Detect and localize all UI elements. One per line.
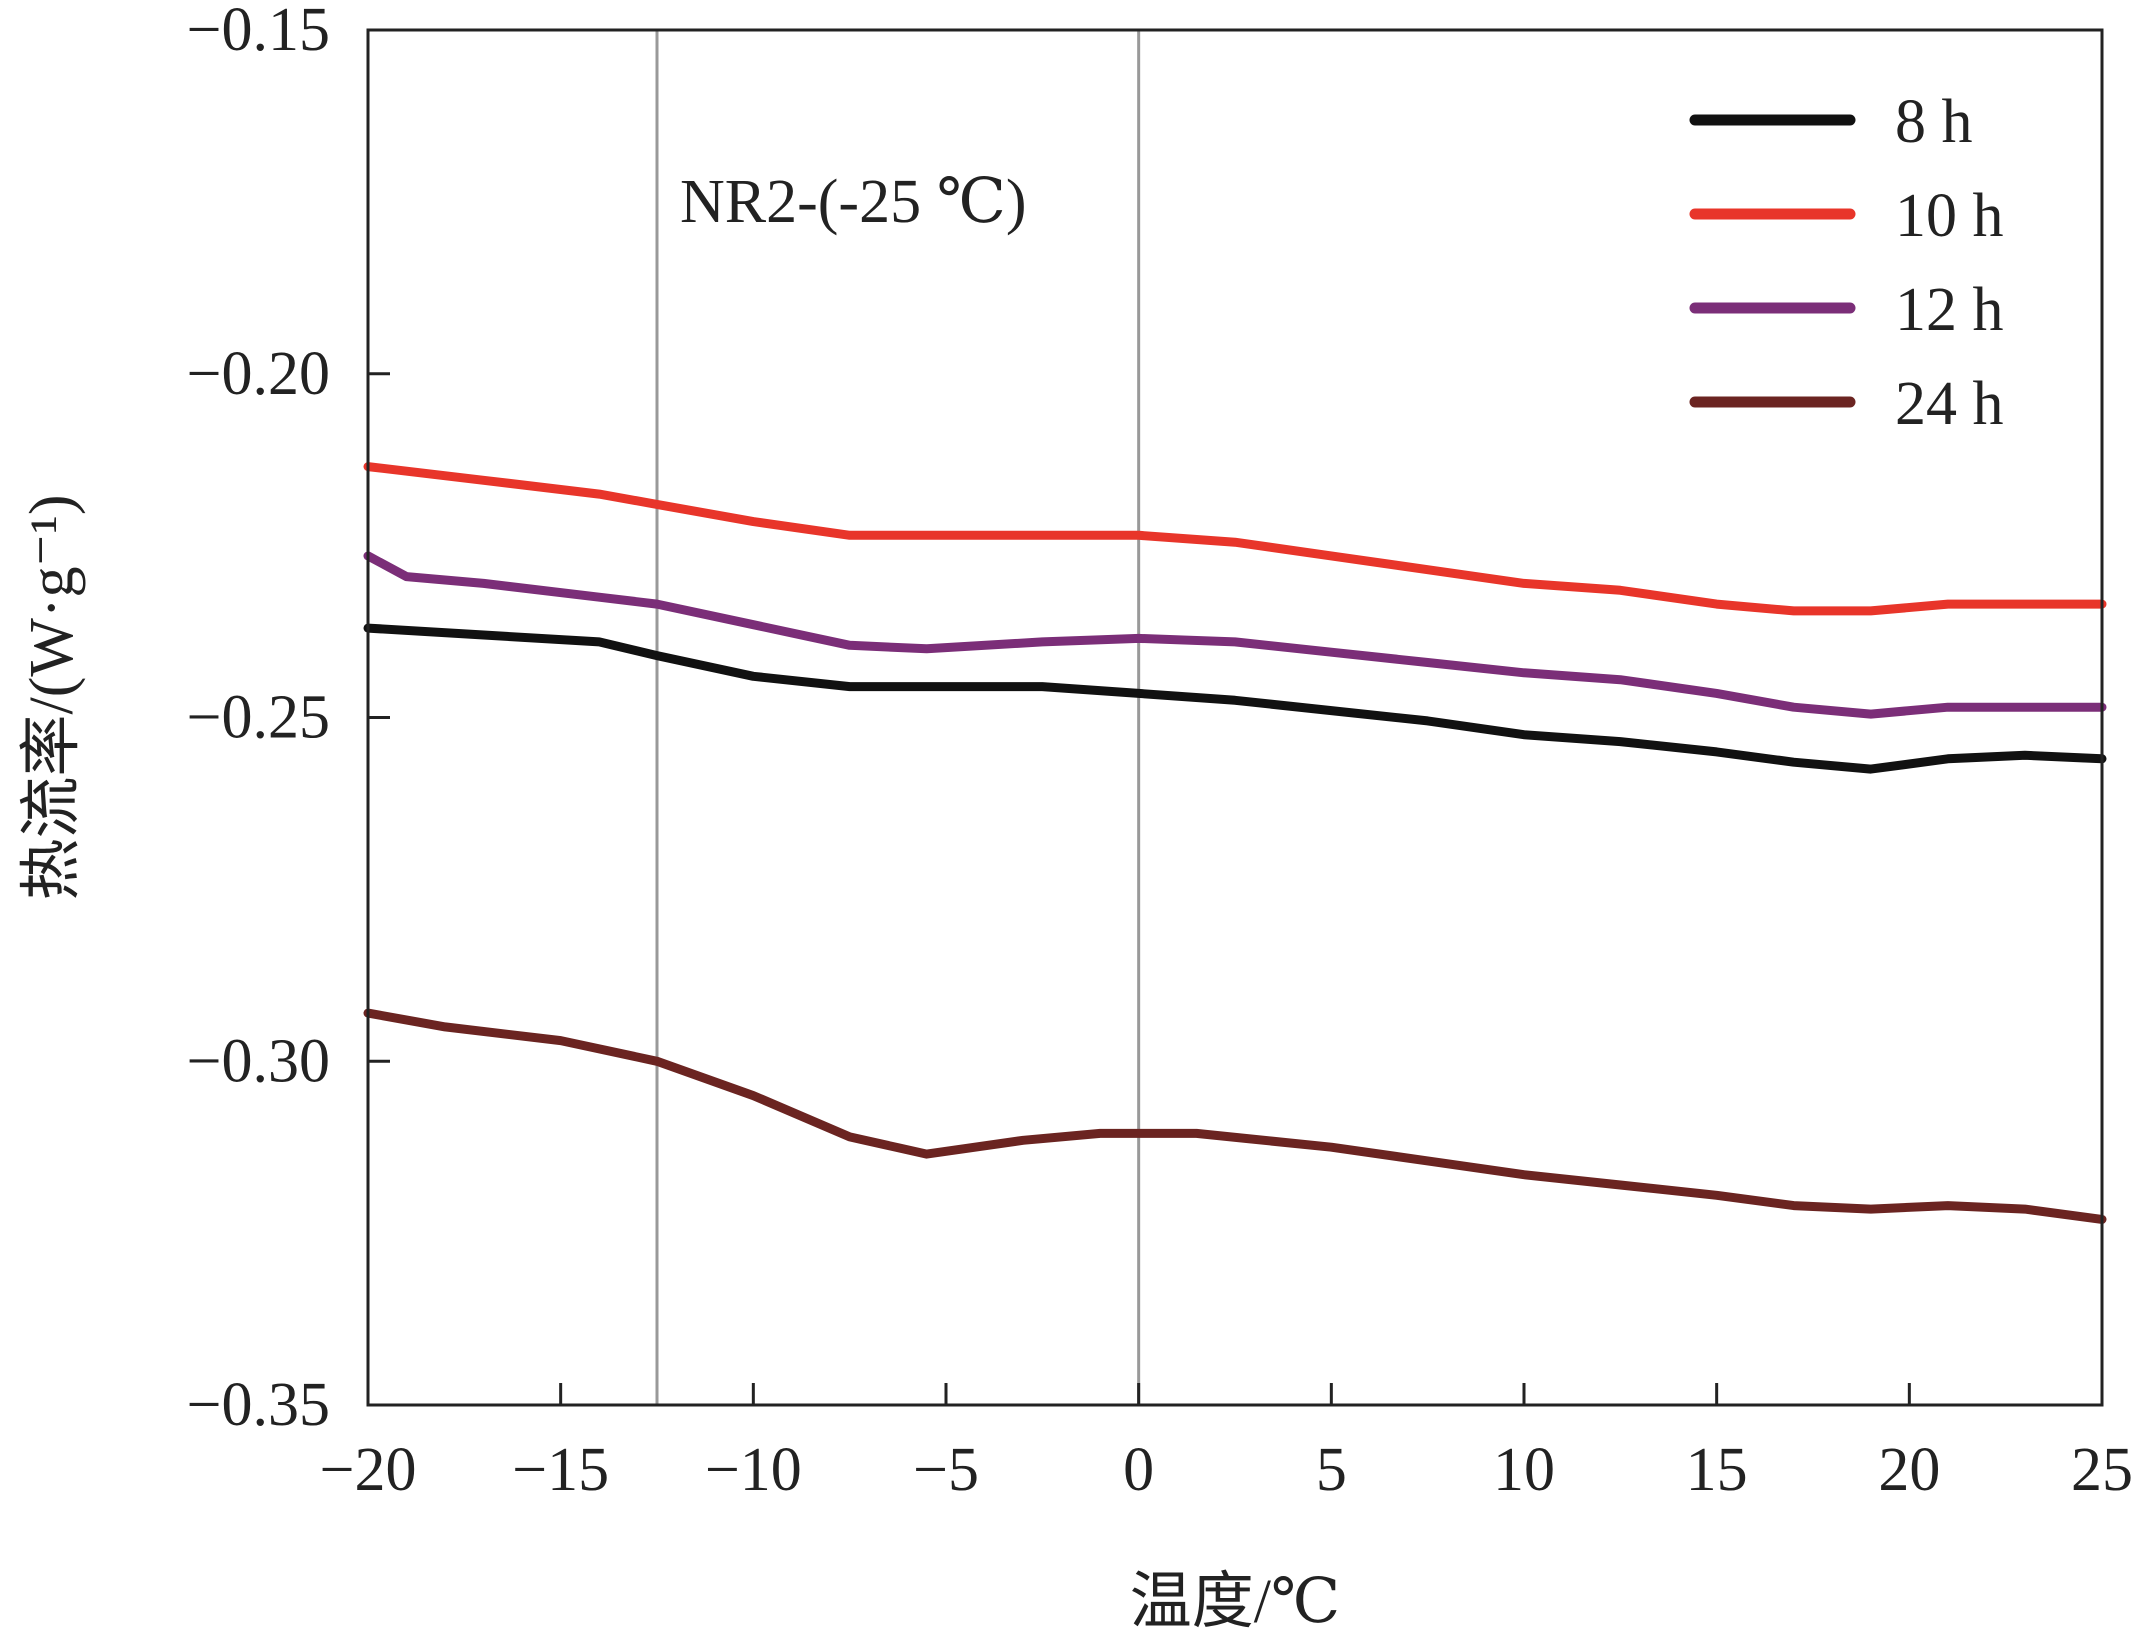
legend-label: 10 h: [1895, 182, 2004, 250]
x-tick-label: 5: [1316, 1436, 1347, 1504]
legend-item: 12 h: [1689, 276, 2004, 344]
x-tick-label: 10: [1493, 1436, 1555, 1504]
plot-frame: [366, 28, 2104, 1407]
reference-lines: [655, 30, 1141, 1405]
legend-item: 8 h: [1689, 88, 1973, 156]
legend-label: 24 h: [1895, 370, 2004, 438]
x-tick-label: 15: [1686, 1436, 1748, 1504]
series-line-24h: [363, 1008, 2107, 1224]
y-tick-label: −0.30: [187, 1027, 330, 1095]
x-tick-label: 25: [2071, 1436, 2133, 1504]
y-axis: −0.35 −0.30 −0.25 −0.20 −0.15: [187, 0, 390, 1439]
annotation-label: NR2-(-25 ℃): [680, 168, 1027, 236]
legend: 8 h 10 h 12 h 24 h: [1689, 88, 2004, 438]
y-tick-label: −0.25: [187, 684, 330, 752]
y-axis-label: 热流率/(W·g⁻¹): [18, 495, 86, 901]
legend-label: 8 h: [1895, 88, 1973, 156]
x-tick-label: −15: [512, 1436, 609, 1504]
y-tick-label: −0.20: [187, 340, 330, 408]
x-tick-label: 0: [1123, 1436, 1154, 1504]
legend-item: 24 h: [1689, 370, 2004, 438]
series-line-8h: [363, 623, 2107, 774]
series-line-10h: [363, 462, 2107, 616]
x-axis: −20 −15 −10 −5 0 5 10 15 20 25: [320, 1383, 2133, 1504]
x-tick-label: 20: [1878, 1436, 1940, 1504]
y-tick-label: −0.35: [187, 1371, 330, 1439]
legend-label: 12 h: [1895, 276, 2004, 344]
legend-item: 10 h: [1689, 182, 2004, 250]
x-tick-label: −5: [913, 1436, 979, 1504]
series-layer: [363, 462, 2107, 1224]
x-axis-label: 温度/℃: [1130, 1568, 1341, 1636]
series-line-12h: [363, 551, 2107, 719]
x-tick-label: −10: [705, 1436, 802, 1504]
x-tick-label: −20: [320, 1436, 417, 1504]
y-tick-label: −0.15: [187, 0, 330, 64]
